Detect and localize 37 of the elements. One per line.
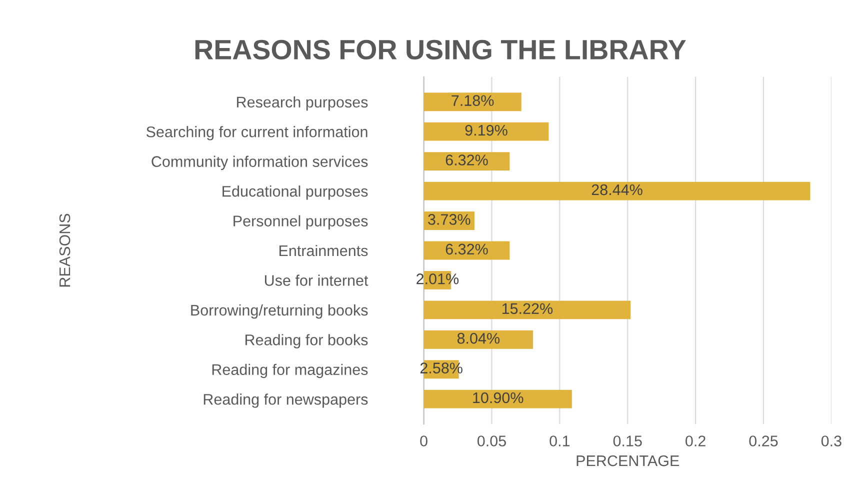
bar <box>424 122 549 141</box>
y-tick-label: Reading for books <box>246 334 368 348</box>
data-label: 7.18% <box>452 95 494 106</box>
data-label: 6.32% <box>446 154 488 166</box>
bar <box>424 330 534 349</box>
y-tick-label: Community information services <box>152 156 368 170</box>
data-label: 6.32% <box>446 244 488 255</box>
x-tick-label: 0.1 <box>550 436 570 446</box>
x-tick-label: 0.3 <box>821 436 842 446</box>
y-axis-title: REASONS <box>59 214 70 287</box>
y-tick-label: Entrainments <box>279 244 368 256</box>
y-tick-label: Use for internet <box>264 274 368 286</box>
x-axis-title: PERCENTAGE <box>576 455 680 466</box>
x-tick-label: 0 <box>420 436 428 446</box>
y-tick-label: Searching for current information <box>146 126 368 140</box>
data-label: 3.73% <box>428 214 470 225</box>
y-tick-label: Reading for magazines <box>212 364 368 378</box>
bar <box>424 390 572 408</box>
data-label: 28.44% <box>592 184 642 196</box>
x-tick-label: 0.15 <box>613 436 642 446</box>
y-tick-label: Reading for newspapers <box>204 394 368 408</box>
data-label: 15.22% <box>502 303 553 314</box>
x-tick-label: 0.25 <box>749 436 778 446</box>
x-tick-label: 0.05 <box>477 436 506 446</box>
data-label: 10.90% <box>473 392 524 404</box>
bar <box>424 182 810 200</box>
x-tick-label: 0.2 <box>686 436 706 446</box>
data-label: 9.19% <box>465 124 508 136</box>
y-tick-label: Research purposes <box>237 96 368 111</box>
y-tick-label: Personnel purposes <box>234 215 368 230</box>
bar <box>424 92 522 112</box>
y-tick-label: Borrowing/returning books <box>191 304 368 319</box>
bar <box>424 300 631 320</box>
bar <box>424 152 510 171</box>
data-label: 8.04% <box>457 332 500 344</box>
y-tick-label: Educational purposes <box>222 186 368 200</box>
chart-title: REASONS FOR USING THE LIBRARY <box>195 40 686 60</box>
